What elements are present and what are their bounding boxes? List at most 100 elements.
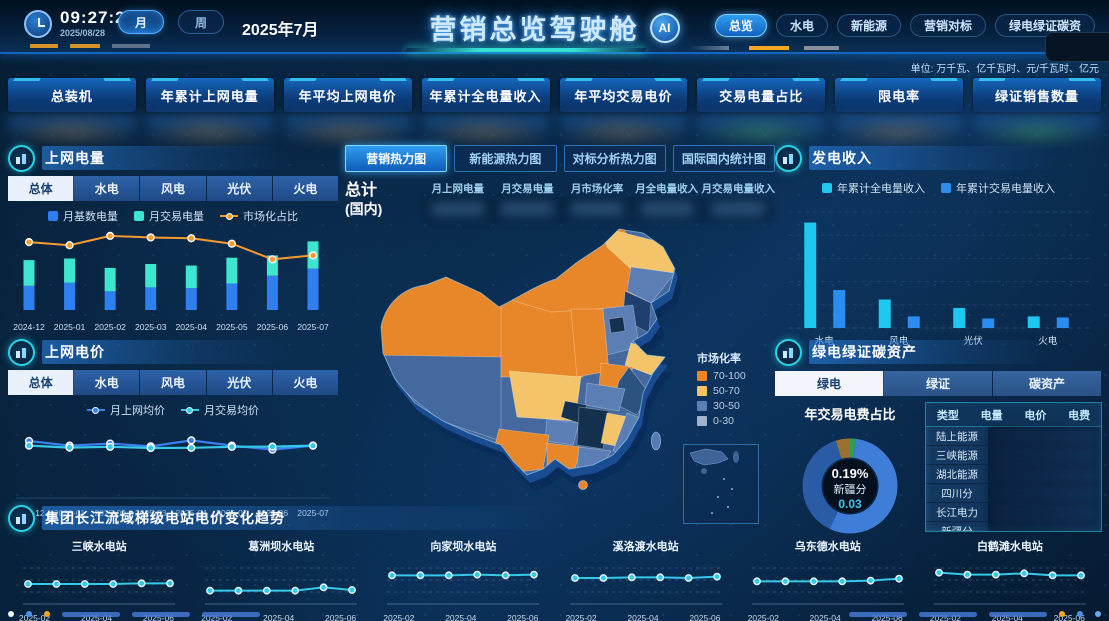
grid-price-tab[interactable]: 火电 [272, 370, 339, 395]
ai-badge-icon[interactable]: AI [649, 12, 680, 43]
kpi-card[interactable]: 绿证销售数量 [973, 78, 1101, 140]
pagination-dot[interactable] [1095, 611, 1101, 617]
kpi-card[interactable]: 年累计上网电量 [145, 78, 274, 140]
legend-item: 月上网均价 [87, 402, 165, 418]
nav-item[interactable]: 新能源 [836, 14, 901, 37]
legend-item: 年累计交易电量收入 [941, 180, 1055, 196]
grid-price-tab[interactable]: 风电 [140, 370, 207, 395]
row-values-blurred [988, 503, 1101, 522]
green-table[interactable]: 类型 电量 电价 电费 陆上能源 三峡能源 湖北能源 四川分 长江电力 新疆分 [925, 402, 1102, 532]
scrollbar-segment[interactable] [849, 611, 907, 617]
grid-power-chart: 2024-12 2025-01 2025-02 2025-03 2025-04 2025-… [13, 231, 329, 332]
row-values-blurred [988, 522, 1101, 531]
summary-column: 月交易电量收入 [702, 181, 775, 218]
heatmap-section: 营销热力图 新能源热力图 对标分析热力图 国际国内统计图 总计 (国内) 月上网电量月… [345, 145, 775, 524]
legend-item: 月基数电量 [48, 208, 118, 224]
grid-price-tab[interactable]: 光伏 [206, 370, 273, 395]
bar-chart-icon [8, 338, 35, 366]
pagination-right [849, 611, 1101, 617]
kpi-label: 年累计全电量收入 [421, 78, 550, 112]
station-mini-chart: 葛洲坝水电站 2025-02 2025-04 2025-06 [190, 535, 372, 621]
clock-icon [24, 9, 52, 38]
svg-text:2025-03: 2025-03 [135, 322, 167, 332]
legend-item: 市场化占比 [220, 208, 298, 224]
map-legend-item: 50-70 [697, 385, 746, 397]
total-label: 总计 [345, 182, 378, 199]
grid-power-tab[interactable]: 风电 [140, 176, 207, 201]
bar-chart-icon [775, 144, 802, 172]
kpi-card[interactable]: 年平均交易电价 [559, 78, 688, 140]
legend-item: 年累计全电量收入 [822, 180, 925, 196]
kpi-label: 限电率 [835, 78, 964, 112]
collapsed-corner-panel[interactable] [1045, 32, 1109, 62]
heatmap-tabs: 营销热力图 新能源热力图 对标分析热力图 国际国内统计图 [345, 145, 775, 172]
kpi-value-blurred [973, 114, 1101, 140]
heatmap-tab[interactable]: 对标分析热力图 [563, 145, 666, 172]
pagination-dot[interactable] [1077, 611, 1083, 617]
kpi-card[interactable]: 交易电量占比 [697, 78, 826, 140]
scrollbar-segment[interactable] [62, 611, 120, 617]
grid-power-tab[interactable]: 火电 [272, 176, 339, 201]
current-month-label: 2025年7月 [242, 22, 319, 39]
kpi-value-blurred [283, 114, 412, 140]
period-button-月[interactable]: 月 [118, 10, 165, 34]
pagination-dot[interactable] [8, 611, 14, 617]
header-bar [42, 340, 290, 364]
summary-value-blurred [712, 203, 765, 218]
summary-row: 总计 (国内) 月上网电量 月交易电量 月市场化率 月全电量收入 月交易电量收入 [345, 181, 775, 219]
green-table-row: 四川分 [926, 484, 1101, 503]
grid-price-legend: 月上网均价 月交易均价 [8, 402, 338, 418]
nav-item[interactable]: 营销对标 [909, 14, 986, 37]
scrollbar-segment[interactable] [132, 611, 190, 617]
nav-item[interactable]: 总览 [714, 14, 767, 37]
scrollbar-segment[interactable] [989, 611, 1047, 617]
grid-power-tab[interactable]: 总体 [8, 176, 75, 201]
grid-power-tab[interactable]: 水电 [74, 176, 141, 201]
kpi-value-blurred [421, 114, 550, 140]
scrollbar-segment[interactable] [202, 611, 260, 617]
heatmap-tab[interactable]: 新能源热力图 [454, 145, 557, 172]
row-values-blurred [988, 484, 1101, 503]
pagination-dot[interactable] [44, 611, 50, 617]
kpi-card[interactable]: 年平均上网电价 [283, 78, 412, 140]
pagination-left [8, 611, 260, 617]
china-map[interactable] [351, 205, 767, 507]
kpi-label: 年累计上网电量 [145, 78, 274, 112]
summary-value-blurred [431, 203, 484, 218]
station-name: 溪洛渡水电站 [612, 541, 679, 553]
kpi-card[interactable]: 限电率 [835, 78, 964, 140]
panel-station-trends: 集团长江流域梯级电站电价变化趋势 三峡水电站 2025-02 2025-04 2025… [8, 503, 1101, 621]
summary-value-blurred [640, 203, 693, 218]
heatmap-tab[interactable]: 营销热力图 [345, 145, 448, 172]
scrollbar-segment[interactable] [919, 611, 977, 617]
station-mini-chart: 乌东德水电站 2025-02 2025-04 2025-06 [737, 535, 919, 621]
pagination-dot[interactable] [26, 611, 32, 617]
nav-item[interactable]: 水电 [775, 14, 828, 37]
grid-power-tab[interactable]: 光伏 [206, 176, 273, 201]
top-bar: 09:27:22 2025/08/28 月周 2025年7月 营销总览驾驶舱 A… [0, 0, 1109, 62]
row-values-blurred [988, 427, 1101, 446]
green-tab[interactable]: 绿证 [884, 371, 993, 396]
grid-price-tab[interactable]: 水电 [74, 370, 141, 395]
header-bar [809, 146, 1055, 170]
period-button-周[interactable]: 周 [178, 10, 225, 34]
green-tab[interactable]: 绿电 [775, 371, 884, 396]
grid-power-tabs: 总体 水电 风电 光伏 火电 [8, 176, 339, 201]
panel-title: 发电收入 [812, 150, 872, 166]
green-table-row: 长江电力 [926, 503, 1101, 522]
nav-item[interactable]: 绿电绿证碳资 [994, 14, 1095, 37]
summary-value-blurred [501, 203, 554, 218]
heatmap-tab[interactable]: 国际国内统计图 [672, 145, 775, 172]
kpi-label: 年平均上网电价 [283, 78, 412, 112]
kpi-card[interactable]: 总装机 [8, 78, 136, 140]
svg-text:2025-04: 2025-04 [176, 322, 208, 332]
row-values-blurred [988, 446, 1101, 465]
green-tab[interactable]: 碳资产 [993, 371, 1102, 396]
top-nav: 总览 水电 新能源 营销对标 绿电绿证碳资 [714, 14, 1095, 37]
grid-price-tab[interactable]: 总体 [8, 370, 75, 395]
svg-text:0.03: 0.03 [838, 497, 862, 511]
kpi-card[interactable]: 年累计全电量收入 [421, 78, 550, 140]
pagination-dot[interactable] [1059, 611, 1065, 617]
